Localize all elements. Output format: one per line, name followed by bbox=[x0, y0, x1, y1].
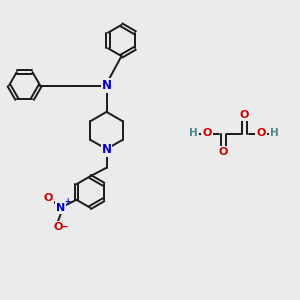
Text: N: N bbox=[56, 203, 65, 213]
Text: O: O bbox=[44, 193, 53, 203]
Text: O: O bbox=[53, 222, 63, 232]
Text: H: H bbox=[189, 128, 198, 139]
Text: O: O bbox=[240, 110, 249, 120]
Text: H: H bbox=[270, 128, 279, 139]
Text: +: + bbox=[64, 197, 70, 206]
Text: −: − bbox=[60, 222, 69, 232]
Text: O: O bbox=[219, 147, 228, 157]
Text: O: O bbox=[202, 128, 212, 139]
Text: N: N bbox=[101, 142, 112, 156]
Text: O: O bbox=[256, 128, 266, 139]
Text: N: N bbox=[101, 79, 112, 92]
